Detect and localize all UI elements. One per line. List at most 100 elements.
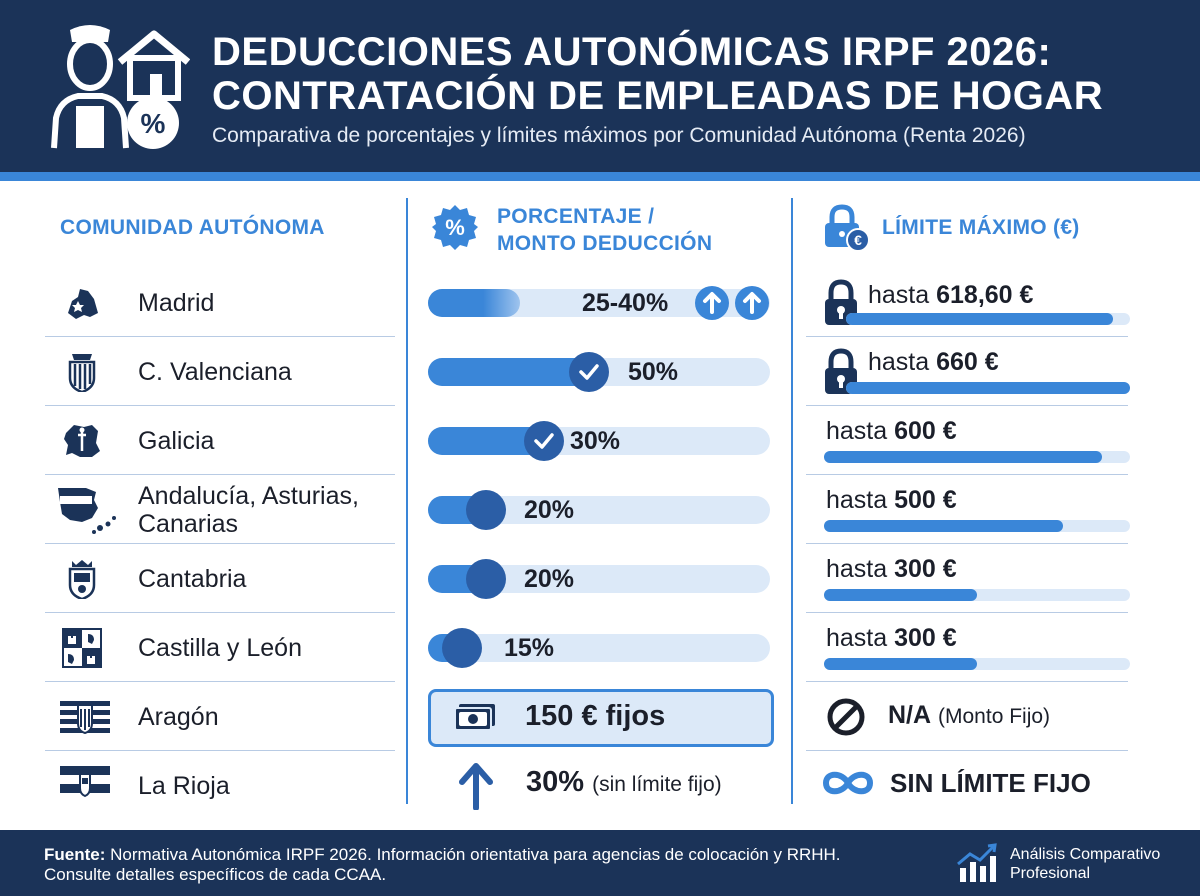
svg-text:%: % xyxy=(445,215,465,240)
table-row: La Rioja 30% (sin límite fijo) SIN LÍMIT… xyxy=(0,752,1200,820)
valencia-shield-icon xyxy=(68,354,96,392)
region-name: La Rioja xyxy=(138,772,230,800)
column-header-percent-line1: PORCENTAJE / xyxy=(497,205,655,228)
column-header-region: COMUNIDAD AUTÓNOMA xyxy=(60,216,325,239)
slider-knob xyxy=(466,490,506,530)
madrid-map-icon xyxy=(68,289,98,319)
limit-bar-fill xyxy=(824,520,1063,532)
limit-bar xyxy=(824,520,1130,532)
limit-prefix: hasta xyxy=(826,624,895,652)
row-separator xyxy=(45,750,395,751)
checkmark-knob-icon xyxy=(569,352,609,392)
footer-brand: Análisis Comparativo Profesional xyxy=(1010,845,1160,883)
limit-bar xyxy=(824,589,1130,601)
infinity-icon xyxy=(822,771,874,795)
column-header-percent-line2: MONTO DEDUCCIÓN xyxy=(497,232,713,255)
percent-value: 30% xyxy=(570,427,621,455)
limit-bar xyxy=(846,382,1130,394)
percent-bar xyxy=(428,490,770,530)
footer-brand-line2: Profesional xyxy=(1010,865,1091,882)
footer-source-text: Normativa Autonómica IRPF 2026. Informac… xyxy=(105,845,841,864)
region-name: Castilla y León xyxy=(138,634,302,662)
percent-value: 15% xyxy=(504,634,555,662)
row-separator xyxy=(45,681,395,682)
region-name-line2: Canarias xyxy=(138,510,239,538)
column-divider-right xyxy=(791,198,793,804)
region-name: Madrid xyxy=(138,289,215,317)
table-row: Andalucía, Asturias, Canarias 20% hasta … xyxy=(0,476,1200,544)
slider-knob xyxy=(466,559,506,599)
checkmark-knob-icon xyxy=(524,421,564,461)
row-separator xyxy=(806,750,1128,751)
limit-prefix: hasta xyxy=(826,486,895,514)
limit-amount: 618,60 € xyxy=(936,281,1034,309)
row-separator xyxy=(806,474,1128,475)
percent-value-wrap: 30% (sin límite fijo) xyxy=(526,766,722,799)
limit-amount: N/A xyxy=(888,701,932,729)
footer-source: Fuente: Normativa Autonómica IRPF 2026. … xyxy=(44,845,924,885)
banknote-icon xyxy=(454,704,495,731)
percent-bar xyxy=(428,559,770,599)
table-row: Aragón 150 € fijos N/A (Monto Fijo) xyxy=(0,683,1200,751)
percent-value: 50% xyxy=(628,358,679,386)
limit-value: hasta 600 € xyxy=(826,417,957,446)
region-name: Andalucía, Asturias, Canarias xyxy=(138,476,359,544)
limit-amount: 600 € xyxy=(894,417,957,445)
limit-note: (Monto Fijo) xyxy=(938,705,1051,728)
limit-amount: 300 € xyxy=(894,624,957,652)
region-name: Galicia xyxy=(138,427,215,455)
growth-chart-icon xyxy=(957,843,997,882)
limit-value: hasta 660 € xyxy=(868,348,999,377)
percent-bar-fill xyxy=(428,289,520,317)
galicia-map-icon xyxy=(64,425,100,457)
limit-amount: 300 € xyxy=(894,555,957,583)
limit-bar xyxy=(824,451,1130,463)
limit-value: SIN LÍMITE FIJO xyxy=(890,768,1091,798)
row-separator xyxy=(45,405,395,406)
arrow-up-circle-icon xyxy=(695,286,729,320)
footer-source-line2: Consulte detalles específicos de cada CC… xyxy=(44,865,387,884)
percent-value: 20% xyxy=(524,565,575,593)
footer-source-label: Fuente: xyxy=(44,845,106,864)
row-separator xyxy=(806,336,1128,337)
percent-note: (sin límite fijo) xyxy=(592,773,722,796)
row-separator xyxy=(45,543,395,544)
row-separator xyxy=(806,543,1128,544)
row-separator xyxy=(806,405,1128,406)
header-stripe xyxy=(0,172,1200,181)
percent-value: 20% xyxy=(524,496,575,524)
limit-prefix: hasta xyxy=(826,417,895,445)
table-row: Castilla y León 15% hasta 300 € xyxy=(0,614,1200,682)
limit-bar-fill xyxy=(824,658,977,670)
row-separator xyxy=(45,474,395,475)
row-separator xyxy=(45,612,395,613)
limit-bar xyxy=(824,658,1130,670)
region-name: Cantabria xyxy=(138,565,247,593)
region-name-line1: Andalucía, Asturias, xyxy=(138,482,359,510)
footer-brand-line1: Análisis Comparativo xyxy=(1010,846,1161,863)
percent-bar xyxy=(428,352,770,392)
limit-bar-fill xyxy=(824,451,1102,463)
prohibited-icon xyxy=(827,698,865,736)
limit-bar-fill xyxy=(846,313,1113,325)
percent-value: 150 € fijos xyxy=(525,700,666,732)
percent-badge-icon: % xyxy=(432,205,478,250)
limit-bar-fill xyxy=(846,382,1130,394)
limit-prefix: hasta xyxy=(868,281,937,309)
column-divider-left xyxy=(406,198,408,804)
svg-text:€: € xyxy=(854,232,862,248)
limit-amount: 660 € xyxy=(936,348,999,376)
percent-bar xyxy=(428,421,770,461)
page-title-line2: CONTRATACIÓN DE EMPLEADAS DE HOGAR xyxy=(212,74,1104,118)
lock-euro-icon: € xyxy=(825,204,870,252)
limit-value: hasta 300 € xyxy=(826,555,957,584)
svg-text:%: % xyxy=(141,108,166,139)
limit-value: hasta 500 € xyxy=(826,486,957,515)
limit-prefix: hasta xyxy=(868,348,937,376)
row-separator xyxy=(806,612,1128,613)
slider-knob xyxy=(442,628,482,668)
fixed-amount-box: 150 € fijos xyxy=(428,689,774,747)
cantabria-shield-icon xyxy=(68,560,96,599)
percent-bar-fill xyxy=(428,358,589,386)
housekeeper-house-percent-icon: % xyxy=(51,25,190,149)
